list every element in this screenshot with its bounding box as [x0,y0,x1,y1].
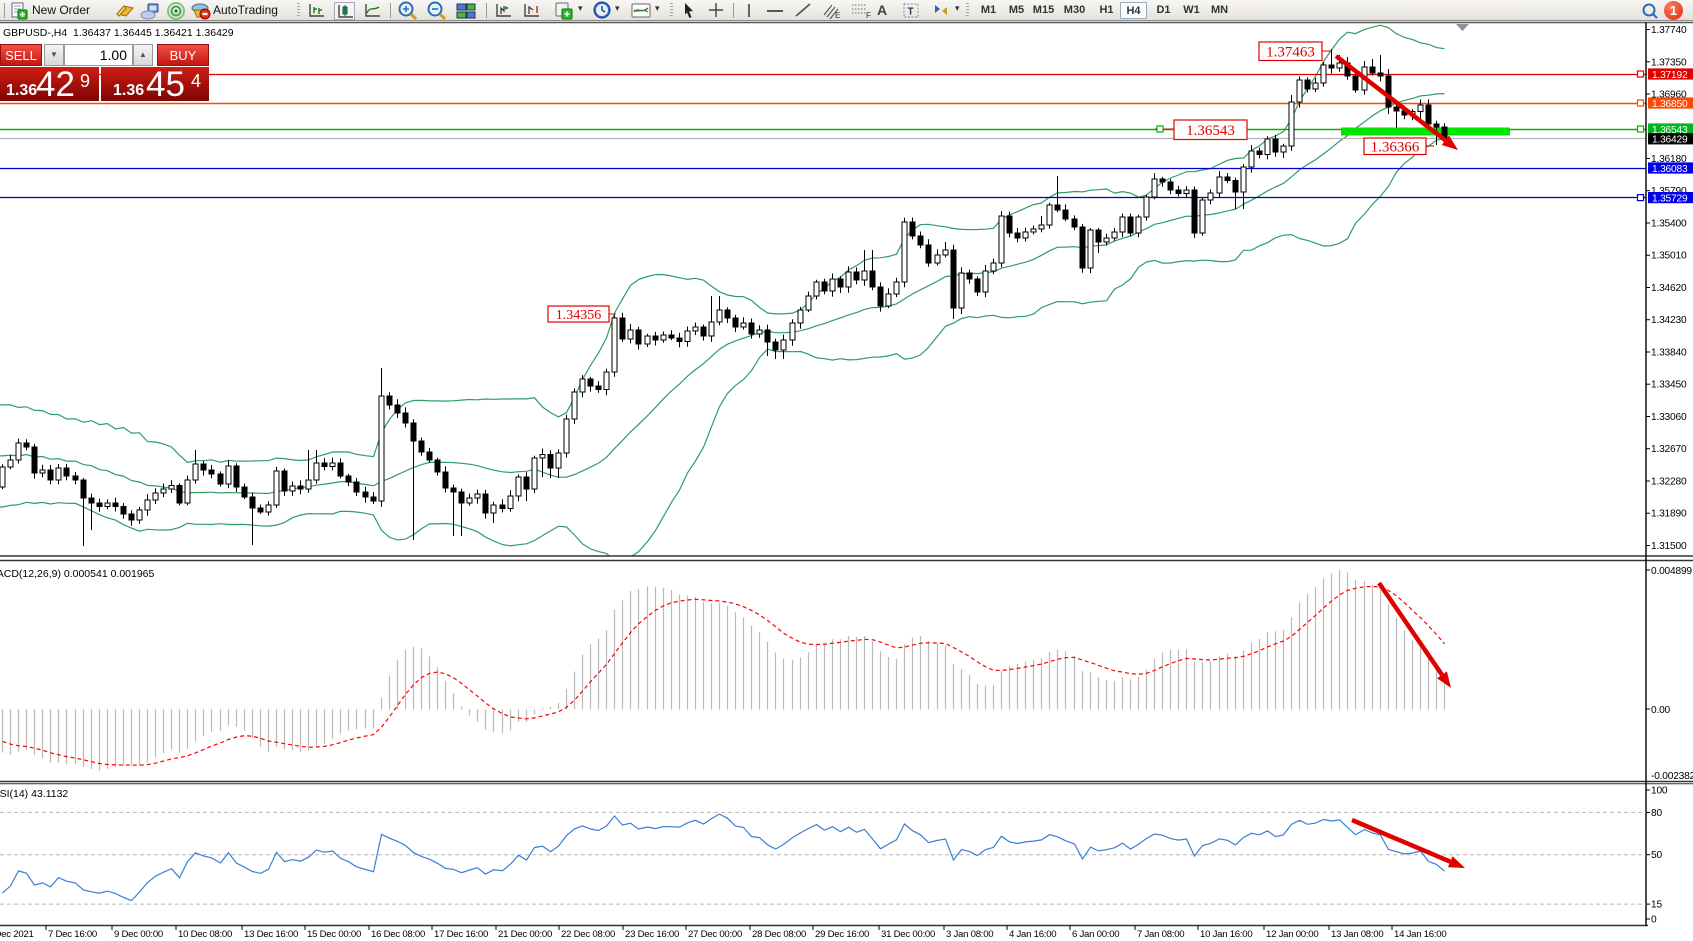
svg-text:10 Dec 08:00: 10 Dec 08:00 [178,929,232,940]
svg-text:1.34620: 1.34620 [1651,283,1687,294]
svg-text:14 Jan 16:00: 14 Jan 16:00 [1394,929,1446,940]
svg-text:29 Dec 16:00: 29 Dec 16:00 [815,929,869,940]
svg-text:1.34230: 1.34230 [1651,315,1687,326]
svg-text:1.37463: 1.37463 [1266,45,1315,61]
svg-text:50: 50 [1651,850,1662,861]
svg-text:1.35790: 1.35790 [1651,186,1687,197]
svg-text:6 Jan 00:00: 6 Jan 00:00 [1072,929,1119,940]
svg-text:1.35729: 1.35729 [1652,193,1688,204]
svg-text:100: 100 [1651,786,1668,797]
svg-text:4 Jan 16:00: 4 Jan 16:00 [1009,929,1056,940]
svg-text:1.36180: 1.36180 [1651,154,1687,165]
svg-text:7 Jan 08:00: 7 Jan 08:00 [1137,929,1184,940]
svg-text:1.35010: 1.35010 [1651,251,1687,262]
svg-text:-0.002382: -0.002382 [1651,771,1693,782]
svg-text:RSI(14) 43.1132: RSI(14) 43.1132 [0,788,68,800]
svg-text:7 Dec 16:00: 7 Dec 16:00 [48,929,97,940]
svg-text:9 Dec 00:00: 9 Dec 00:00 [114,929,163,940]
svg-text:1.36960: 1.36960 [1651,90,1687,101]
svg-text:21 Dec 00:00: 21 Dec 00:00 [498,929,552,940]
svg-text:80: 80 [1651,808,1662,819]
svg-text:15 Dec 00:00: 15 Dec 00:00 [307,929,361,940]
svg-text:1.33450: 1.33450 [1651,380,1687,391]
svg-text:GBPUSD-,H4 1.36437 1.36445 1.: GBPUSD-,H4 1.36437 1.36445 1.36421 1.364… [3,27,234,39]
svg-text:1.37350: 1.37350 [1651,57,1687,68]
svg-text:1.36850: 1.36850 [1652,99,1688,110]
svg-text:1.36083: 1.36083 [1652,164,1688,175]
svg-text:1.36429: 1.36429 [1652,135,1688,146]
svg-text:6 Dec 2021: 6 Dec 2021 [0,929,34,940]
svg-text:3 Jan 08:00: 3 Jan 08:00 [946,929,993,940]
svg-text:1.33840: 1.33840 [1651,348,1687,359]
svg-text:F: F [866,11,871,20]
svg-text:1.35400: 1.35400 [1651,219,1687,230]
svg-text:MACD(12,26,9) 0.000541 0.00196: MACD(12,26,9) 0.000541 0.001965 [0,568,155,580]
svg-text:1.32670: 1.32670 [1651,444,1687,455]
svg-text:0.004899: 0.004899 [1651,566,1692,577]
svg-text:1.32280: 1.32280 [1651,477,1687,488]
svg-text:13 Dec 16:00: 13 Dec 16:00 [244,929,298,940]
svg-text:E: E [835,11,840,20]
svg-text:1.31500: 1.31500 [1651,541,1687,552]
svg-text:22 Dec 08:00: 22 Dec 08:00 [561,929,615,940]
svg-text:1.31890: 1.31890 [1651,509,1687,520]
svg-text:1.36543: 1.36543 [1652,125,1688,136]
svg-text:1.33060: 1.33060 [1651,412,1687,423]
svg-text:T: T [908,7,914,18]
svg-text:31 Dec 00:00: 31 Dec 00:00 [881,929,935,940]
svg-text:23 Dec 16:00: 23 Dec 16:00 [625,929,679,940]
svg-text:10 Jan 16:00: 10 Jan 16:00 [1200,929,1252,940]
svg-text:17 Dec 16:00: 17 Dec 16:00 [434,929,488,940]
svg-text:13 Jan 08:00: 13 Jan 08:00 [1331,929,1383,940]
svg-text:1.37740: 1.37740 [1651,25,1687,36]
svg-text:28 Dec 08:00: 28 Dec 08:00 [752,929,806,940]
svg-text:0.00: 0.00 [1651,705,1671,716]
svg-text:0: 0 [1651,915,1657,926]
svg-text:1.37192: 1.37192 [1652,70,1688,81]
svg-text:15: 15 [1651,900,1662,911]
svg-text:1.34356: 1.34356 [556,308,602,323]
svg-text:1.36543: 1.36543 [1186,123,1235,139]
svg-text:27 Dec 00:00: 27 Dec 00:00 [688,929,742,940]
svg-text:1.36366: 1.36366 [1371,140,1420,156]
svg-text:12 Jan 00:00: 12 Jan 00:00 [1266,929,1318,940]
svg-text:16 Dec 08:00: 16 Dec 08:00 [371,929,425,940]
